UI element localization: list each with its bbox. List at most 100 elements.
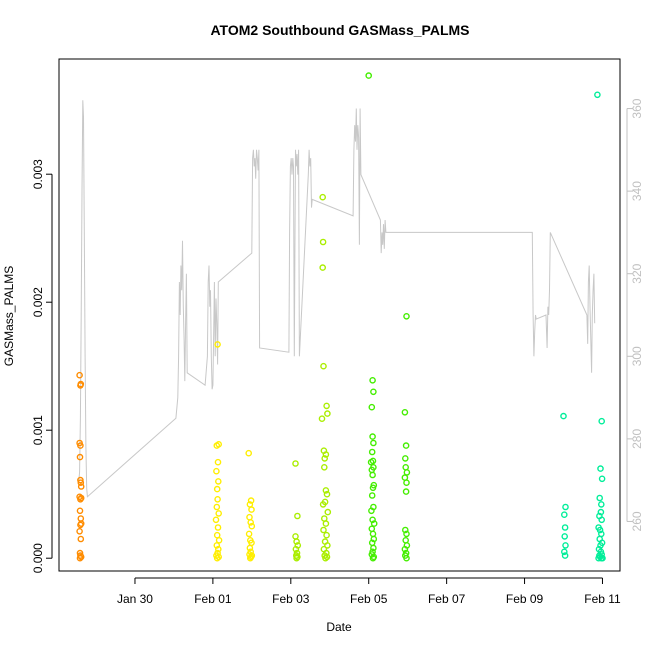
y-tick-label: 0.003 <box>31 159 45 189</box>
data-point <box>77 380 85 388</box>
data-point <box>599 554 606 562</box>
data-point <box>598 516 606 524</box>
y2-tick-label: 360 <box>630 98 644 118</box>
data-point <box>324 508 332 516</box>
data-point <box>215 553 222 561</box>
data-point <box>247 497 255 504</box>
data-point <box>213 554 221 562</box>
data-point <box>77 494 85 502</box>
data-point <box>369 554 377 562</box>
data-point <box>214 341 221 348</box>
data-point <box>77 515 85 522</box>
data-point <box>76 507 84 515</box>
data-points-layer <box>76 72 606 562</box>
data-point <box>369 484 377 492</box>
data-point <box>322 520 330 527</box>
x-axis-label: Date <box>326 620 352 634</box>
data-point <box>215 537 223 544</box>
data-point <box>214 458 222 466</box>
data-point <box>369 516 376 524</box>
data-point <box>594 91 601 99</box>
data-point <box>596 526 604 534</box>
data-point <box>214 478 222 485</box>
data-point <box>77 520 85 527</box>
data-point <box>293 538 300 545</box>
data-point <box>403 479 410 487</box>
data-point <box>368 492 376 499</box>
data-point <box>324 542 331 549</box>
data-point <box>76 453 84 461</box>
data-point <box>369 471 376 479</box>
series-group <box>76 371 85 562</box>
data-point <box>77 483 85 490</box>
data-point <box>77 442 84 449</box>
data-point <box>598 501 605 508</box>
series-group <box>292 193 332 562</box>
data-point <box>402 442 410 449</box>
data-point <box>292 545 300 553</box>
data-point <box>246 554 254 562</box>
data-point <box>368 525 376 533</box>
data-point <box>213 503 221 511</box>
data-point <box>595 554 602 562</box>
data-point <box>561 524 569 531</box>
data-point <box>370 520 378 527</box>
data-point <box>214 495 221 503</box>
data-point <box>402 463 410 471</box>
y2-tick-label: 320 <box>630 263 644 283</box>
y-tick-label: 0.000 <box>31 543 45 573</box>
y-tick-label: 0.002 <box>31 287 45 317</box>
x-tick-label: Jan 30 <box>117 592 153 606</box>
data-point <box>77 476 84 484</box>
data-point <box>370 388 377 396</box>
data-point <box>562 542 569 549</box>
data-point <box>597 508 605 516</box>
x-tick-label: Feb 01 <box>194 592 232 606</box>
data-point <box>597 542 604 549</box>
data-point <box>77 535 85 543</box>
data-point <box>77 553 85 561</box>
data-point <box>76 554 84 562</box>
data-point <box>247 519 254 526</box>
data-point <box>213 542 221 549</box>
data-point <box>319 238 327 246</box>
data-point <box>368 448 376 456</box>
data-point <box>401 545 409 553</box>
series-group <box>212 341 256 562</box>
data-point <box>320 526 327 534</box>
data-point <box>215 440 222 448</box>
data-point <box>248 522 256 530</box>
data-point <box>294 512 301 520</box>
data-point <box>403 554 410 562</box>
data-point <box>212 516 220 524</box>
data-point <box>324 410 331 417</box>
data-point <box>213 485 221 493</box>
data-point <box>402 537 410 544</box>
data-point <box>76 371 83 379</box>
y-axis-label: GASMass_PALMS <box>2 266 16 366</box>
altitude-trace-layer <box>78 100 596 498</box>
x-tick-label: Feb 09 <box>506 592 544 606</box>
data-point <box>323 531 330 539</box>
data-point <box>561 552 569 559</box>
series-group <box>560 91 606 562</box>
y2-tick-label: 280 <box>630 429 644 449</box>
data-point <box>318 415 326 423</box>
data-point <box>323 490 331 498</box>
data-point <box>403 469 411 476</box>
data-point <box>368 403 376 411</box>
plot-frame <box>58 58 621 572</box>
data-point <box>76 528 83 535</box>
data-point <box>369 433 376 440</box>
data-point <box>293 554 300 562</box>
data-point <box>215 510 222 517</box>
data-point <box>322 487 330 494</box>
data-point <box>246 544 254 552</box>
data-point <box>598 417 606 425</box>
data-point <box>370 439 377 447</box>
data-point <box>368 507 375 515</box>
data-point <box>562 503 569 511</box>
data-point <box>77 479 85 487</box>
data-point <box>319 264 327 271</box>
data-point <box>401 526 409 534</box>
